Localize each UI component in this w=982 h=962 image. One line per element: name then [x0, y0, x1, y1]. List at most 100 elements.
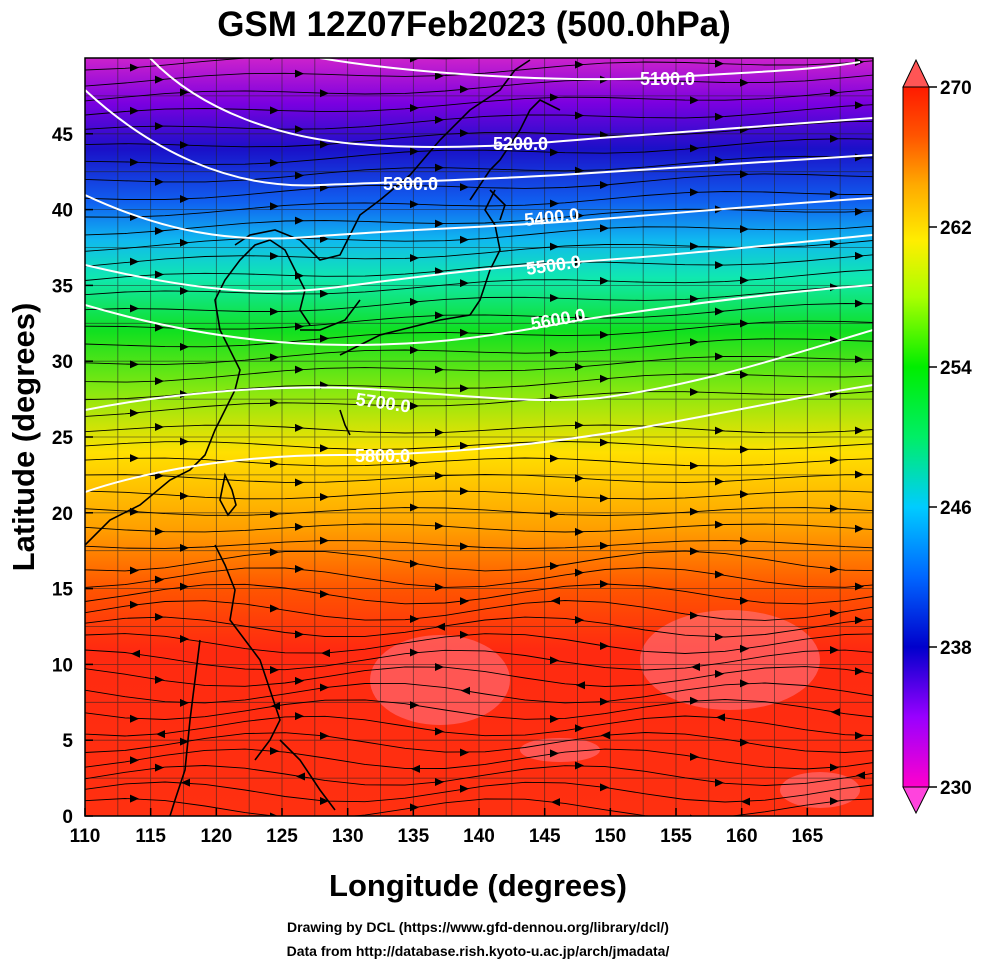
figure-title: GSM 12Z07Feb2023 (500.0hPa): [217, 5, 731, 44]
streamline-arrow: [880, 489, 889, 497]
streamline-arrow: [435, 71, 444, 80]
streamline-arrow: [690, 294, 699, 303]
y-tick-label: 15: [52, 580, 74, 601]
streamline-arrow: [715, 477, 724, 486]
streamline-arrow: [295, 365, 304, 374]
streamline-arrow: [155, 675, 164, 684]
streamline-arrow: [270, 746, 279, 755]
streamline-arrow: [410, 503, 419, 512]
streamline-arrow: [180, 238, 189, 247]
streamline-arrow: [155, 122, 164, 131]
colorbar-tick-label: 270: [940, 78, 972, 99]
streamline-arrow: [600, 541, 609, 550]
streamline-arrow: [410, 402, 419, 411]
contour-5500: [85, 234, 873, 293]
wind-streamlines: [85, 58, 889, 816]
streamline-arrow: [180, 737, 189, 746]
streamline-arrow: [295, 322, 304, 331]
streamline-arrow: [270, 510, 279, 519]
streamline-arrow: [575, 211, 584, 220]
streamline-arrow: [550, 510, 559, 519]
x-tick-label: 115: [135, 826, 166, 847]
streamline-arrow: [830, 646, 839, 655]
streamline-arrow: [295, 423, 304, 432]
streamline-arrow: [575, 724, 584, 733]
streamline-arrow: [575, 761, 584, 770]
streamline-arrow: [600, 330, 609, 339]
y-tick-label: 30: [52, 352, 73, 373]
streamline: [85, 507, 873, 516]
streamline-arrow: [460, 384, 469, 393]
y-tick-label: 40: [52, 201, 73, 222]
streamline-arrow: [740, 536, 749, 545]
streamline-arrow: [320, 444, 329, 453]
streamline-arrow: [740, 370, 749, 379]
streamline-arrow: [740, 596, 749, 605]
streamline-arrow: [855, 470, 864, 479]
streamline-arrow: [460, 748, 469, 757]
streamline-arrow: [436, 622, 445, 631]
streamline-arrow: [180, 582, 189, 591]
streamline-arrow: [855, 731, 864, 740]
x-tick-label: 160: [726, 826, 758, 847]
x-tick-label: 130: [332, 826, 364, 847]
streamline-arrow: [855, 101, 864, 110]
streamline-arrow: [830, 504, 839, 513]
streamline-arrow: [295, 216, 304, 225]
streamline-arrow: [131, 649, 140, 658]
streamline-arrow: [691, 662, 700, 671]
streamline-arrow: [715, 307, 724, 316]
contour-5800: [85, 384, 873, 493]
streamline-arrow: [460, 630, 469, 639]
streamline-arrow: [715, 669, 724, 678]
streamline-arrow: [575, 362, 584, 371]
streamline-arrow: [295, 69, 304, 78]
streamline-arrow: [410, 254, 419, 263]
streamline-arrow: [155, 75, 164, 84]
colorbar-tick-label: 246: [940, 498, 972, 519]
streamline-arrow: [320, 140, 329, 149]
streamline-arrow: [690, 507, 699, 516]
streamline-arrow: [180, 342, 189, 351]
streamline-arrow: [130, 158, 139, 167]
lat-lon-grid: [85, 58, 873, 816]
streamline-arrow: [855, 299, 864, 308]
streamline-arrow: [740, 319, 749, 328]
streamline-arrow: [715, 570, 724, 579]
streamline-arrow: [550, 715, 559, 724]
streamline-arrow: [270, 252, 279, 261]
streamline-arrow: [320, 683, 329, 692]
streamline-arrow: [550, 199, 559, 208]
streamline-arrow: [715, 59, 724, 68]
streamline-arrow: [270, 106, 279, 115]
streamline-arrow: [270, 812, 279, 816]
streamline-arrow: [855, 355, 864, 364]
streamline-arrow: [741, 797, 750, 806]
streamline-arrow: [855, 426, 864, 435]
contour-5300: [85, 89, 873, 187]
y-tick-label: 0: [62, 807, 73, 828]
streamline-arrow: [295, 171, 304, 180]
streamline-arrow: [740, 225, 749, 234]
streamline: [85, 391, 873, 417]
streamline-arrow: [180, 194, 189, 203]
streamline-arrow: [460, 235, 469, 244]
streamline-arrow: [411, 764, 420, 773]
streamline-arrow: [410, 559, 419, 568]
streamline-arrow: [550, 242, 559, 251]
streamline-arrow: [830, 797, 839, 806]
streamline-arrow: [550, 562, 559, 571]
streamline-arrow: [435, 219, 444, 228]
streamline-arrow: [600, 276, 609, 285]
streamline-arrow: [830, 88, 839, 97]
streamline-arrow: [155, 527, 164, 536]
streamline-arrow: [130, 304, 139, 313]
streamline-arrow: [295, 630, 304, 639]
x-tick-label: 125: [266, 826, 298, 847]
streamline-arrow: [740, 679, 749, 688]
streamline-arrow: [855, 251, 864, 260]
streamline-arrow: [855, 524, 864, 533]
streamline-arrow: [180, 543, 189, 552]
streamline-arrow: [690, 696, 699, 705]
streamline-arrow: [690, 547, 699, 556]
